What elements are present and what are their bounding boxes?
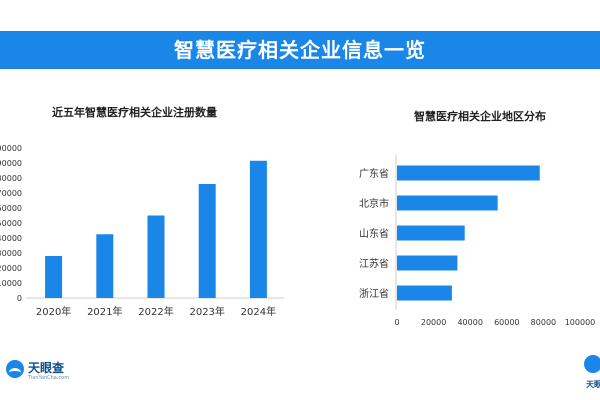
left-x-tick-label: 2022年 <box>138 305 173 318</box>
left-y-tick-label: 60000 <box>0 204 22 213</box>
left-y-tick-label: 40000 <box>0 234 22 243</box>
logo-name-partial: 天眼 <box>586 380 600 389</box>
right-y-tick-label: 江苏省 <box>359 257 389 270</box>
right-x-tick-label: 100000 <box>565 318 596 327</box>
bar-2022年 <box>147 215 165 298</box>
left-x-tick-label: 2024年 <box>241 305 276 318</box>
left-y-tick-label: 20000 <box>0 264 22 273</box>
right-chart-title: 智慧医疗相关企业地区分布 <box>414 110 546 123</box>
bar-2024年 <box>249 160 267 298</box>
left-y-tick-label: 90000 <box>0 159 22 168</box>
right-x-tick-label: 20000 <box>421 318 446 327</box>
left-chart-title: 近五年智慧医疗相关企业注册数量 <box>52 106 217 119</box>
left-y-tick-label: 100000 <box>0 144 22 153</box>
bar-山东省 <box>397 225 465 241</box>
bar-浙江省 <box>397 285 452 301</box>
bar-2020年 <box>45 256 63 298</box>
left-y-tick-label: 70000 <box>0 189 22 198</box>
logo-icon <box>6 360 24 378</box>
logo-icon-partial <box>584 355 600 373</box>
bar-广东省 <box>397 165 540 181</box>
right-x-tick-label: 0 <box>394 318 399 327</box>
left-x-tick-label: 2020年 <box>36 305 71 318</box>
bar-北京市 <box>397 195 498 211</box>
left-y-tick-label: 30000 <box>0 249 22 258</box>
right-x-tick-label: 80000 <box>531 318 556 327</box>
bar-2023年 <box>198 184 216 298</box>
right-x-tick-label: 40000 <box>457 318 482 327</box>
right-x-tick-label: 60000 <box>494 318 519 327</box>
page-title: 智慧医疗相关企业信息一览 <box>174 38 426 62</box>
left-y-tick-label: 50000 <box>0 219 22 228</box>
bar-2021年 <box>96 234 114 298</box>
right-y-tick-label: 广东省 <box>359 167 389 180</box>
title-banner: 智慧医疗相关企业信息一览 <box>0 31 600 69</box>
registration-bar-chart: 0 10000 20000 30000 40000 50000 60000 70000 8000… <box>0 144 284 318</box>
logo-name: 天眼查 <box>28 361 65 375</box>
right-y-tick-label: 北京市 <box>359 197 389 210</box>
left-x-tick-label: 2023年 <box>189 305 224 318</box>
logo-url: TianYanCha.com <box>28 375 70 381</box>
tianyancha-logo-partial: 天眼 <box>582 355 600 395</box>
left-y-tick-label: 10000 <box>0 279 22 288</box>
left-y-tick-label: 0 <box>17 294 22 303</box>
tianyancha-logo: 天眼查 TianYanCha.com <box>6 358 86 386</box>
right-y-tick-label: 浙江省 <box>359 287 389 300</box>
right-y-tick-label: 山东省 <box>359 227 389 240</box>
left-y-tick-label: 80000 <box>0 174 22 183</box>
left-x-tick-label: 2021年 <box>87 305 122 318</box>
bar-江苏省 <box>397 255 458 271</box>
